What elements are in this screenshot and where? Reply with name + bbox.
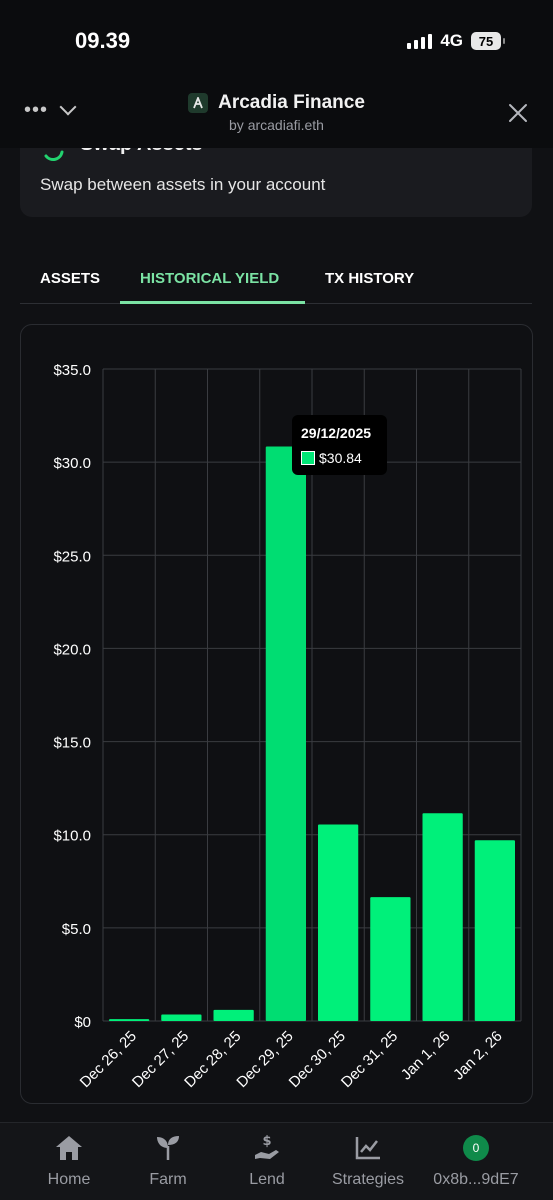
historical-yield-chart[interactable]: $0 $5.0 $10.0 $15.0 $20.0 $25.0 $30.0 $35.0 Dec … — [21, 325, 534, 1105]
nav-strategies-label: Strategies — [331, 1171, 405, 1188]
bar[interactable] — [265, 446, 306, 1021]
bar[interactable] — [109, 1019, 150, 1021]
tab-tx-history[interactable]: TX HISTORY — [325, 270, 415, 287]
chart-line-icon — [355, 1137, 380, 1160]
active-tab-indicator — [120, 301, 305, 304]
bottom-nav: Home Farm $ Lend Strategies 0 0x8b...9dE… — [0, 1122, 553, 1200]
status-time: 09.39 — [75, 28, 131, 53]
hand-dollar-icon: $ — [255, 1134, 279, 1159]
tooltip-swatch — [301, 451, 315, 465]
home-icon — [56, 1136, 82, 1160]
nav-home[interactable]: Home — [19, 1133, 119, 1189]
close-icon[interactable] — [507, 102, 529, 124]
battery-level: 75 — [478, 33, 494, 49]
app-title: Arcadia Finance — [218, 92, 365, 113]
y-tick-label: $25.0 — [53, 548, 91, 565]
account-badge: 0 — [463, 1135, 489, 1161]
x-tick-label: Jan 1, 26 — [398, 1028, 454, 1084]
tooltip-date: 29/12/2025 — [301, 425, 372, 441]
tooltip-value: $30.84 — [319, 450, 362, 466]
tab-historical-yield[interactable]: HISTORICAL YIELD — [140, 270, 280, 287]
app-subtitle: by arcadiafi.eth — [229, 117, 324, 133]
bar[interactable] — [370, 897, 411, 1021]
x-tick-label: Dec 31, 25 — [338, 1028, 401, 1091]
sprout-icon — [157, 1136, 179, 1160]
nav-farm[interactable]: Farm — [118, 1133, 218, 1189]
swap-card-description: Swap between assets in your account — [40, 175, 326, 194]
signal-icon — [407, 33, 433, 49]
y-tick-label: $35.0 — [53, 362, 91, 379]
nav-lend-label: Lend — [249, 1171, 285, 1188]
battery-icon: 75 — [471, 32, 505, 50]
bar[interactable] — [161, 1014, 202, 1021]
y-tick-label: $20.0 — [53, 641, 91, 658]
status-bar: 09.39 4G 75 — [0, 0, 553, 80]
nav-farm-label: Farm — [149, 1171, 187, 1188]
y-tick-label: $15.0 — [53, 735, 91, 752]
svg-text:$: $ — [262, 1134, 271, 1149]
chart-tooltip: 29/12/2025 $30.84 — [292, 415, 387, 475]
nav-strategies[interactable]: Strategies — [318, 1133, 418, 1189]
x-tick-label: Jan 2, 26 — [450, 1028, 506, 1084]
app-header: ••• Arcadia Finance by arcadiafi.eth — [0, 80, 553, 148]
tab-assets[interactable]: ASSETS — [40, 270, 101, 287]
nav-home-label: Home — [47, 1171, 91, 1188]
bar[interactable] — [213, 1009, 254, 1021]
ellipsis-icon[interactable]: ••• — [24, 99, 49, 121]
tab-bar: ASSETS HISTORICAL YIELD TX HISTORY — [20, 258, 532, 304]
bar[interactable] — [474, 840, 515, 1021]
nav-lend[interactable]: $ Lend — [217, 1133, 317, 1189]
network-label: 4G — [440, 31, 463, 50]
bar[interactable] — [318, 824, 359, 1021]
bar[interactable] — [422, 813, 463, 1021]
y-tick-label: $0 — [74, 1014, 91, 1031]
y-tick-label: $5.0 — [62, 921, 91, 938]
arcadia-logo-icon — [188, 93, 209, 113]
historical-yield-chart-card: $0 $5.0 $10.0 $15.0 $20.0 $25.0 $30.0 $35.0 Dec … — [20, 324, 533, 1104]
y-tick-label: $30.0 — [53, 455, 91, 472]
y-tick-label: $10.0 — [53, 828, 91, 845]
nav-account-label: 0x8b...9dE7 — [433, 1171, 519, 1188]
nav-account[interactable]: 0 0x8b...9dE7 — [420, 1133, 532, 1189]
